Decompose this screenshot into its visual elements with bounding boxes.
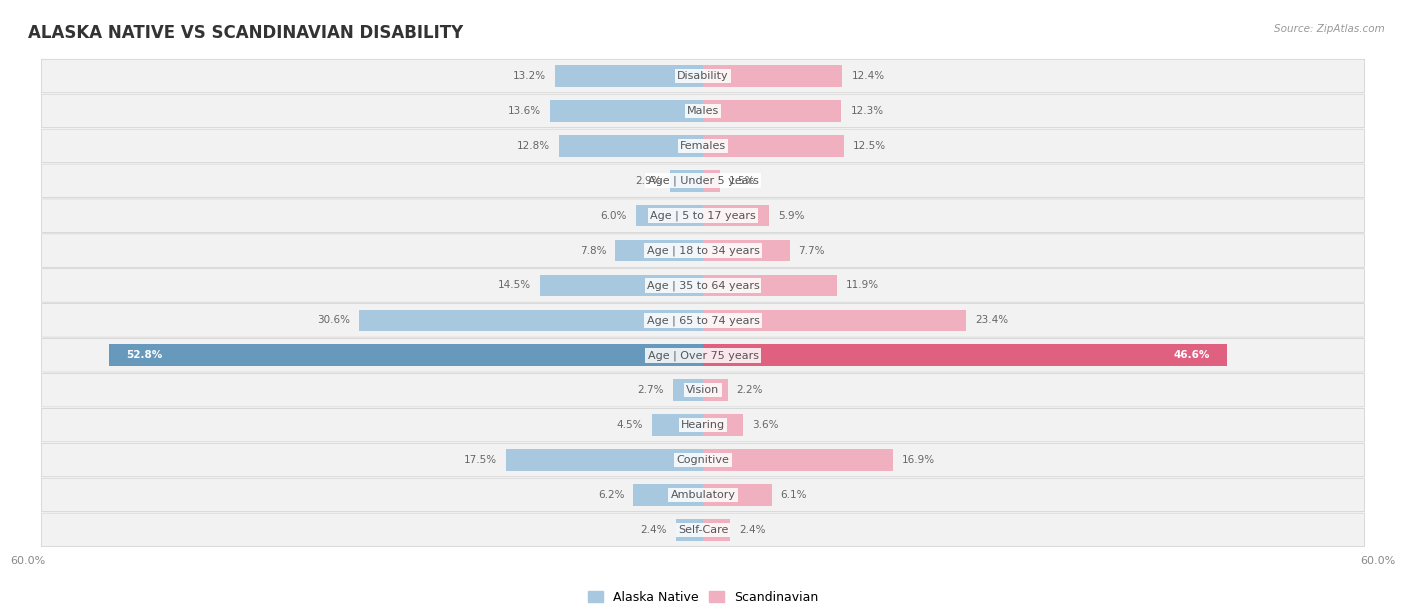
Text: 12.8%: 12.8% [517,141,550,151]
Text: 2.2%: 2.2% [737,385,763,395]
Text: Source: ZipAtlas.com: Source: ZipAtlas.com [1274,24,1385,34]
Bar [540,275,703,296]
Bar [703,310,966,331]
Bar [703,414,744,436]
Text: 3.6%: 3.6% [752,420,779,430]
Legend: Alaska Native, Scandinavian: Alaska Native, Scandinavian [583,586,823,609]
FancyBboxPatch shape [41,513,1365,547]
Bar [506,449,703,471]
Text: Age | 5 to 17 years: Age | 5 to 17 years [650,211,756,221]
Bar [703,275,837,296]
Bar [672,379,703,401]
FancyBboxPatch shape [41,234,1365,267]
FancyBboxPatch shape [41,338,1365,372]
Bar [636,205,703,226]
Bar [633,484,703,506]
Bar [703,484,772,506]
Text: Self-Care: Self-Care [678,525,728,535]
Bar [703,100,841,122]
Bar [703,170,720,192]
Text: 13.6%: 13.6% [508,106,541,116]
FancyBboxPatch shape [41,443,1365,477]
Text: Age | 35 to 64 years: Age | 35 to 64 years [647,280,759,291]
Text: 46.6%: 46.6% [1174,350,1211,360]
Bar [703,449,893,471]
Text: 6.1%: 6.1% [780,490,807,500]
Text: 14.5%: 14.5% [498,280,531,291]
Text: 11.9%: 11.9% [846,280,879,291]
Text: 12.4%: 12.4% [852,71,884,81]
Text: Hearing: Hearing [681,420,725,430]
Text: 12.5%: 12.5% [852,141,886,151]
Text: Vision: Vision [686,385,720,395]
Text: Age | 18 to 34 years: Age | 18 to 34 years [647,245,759,256]
Bar [554,65,703,87]
Text: 5.9%: 5.9% [779,211,804,221]
Text: 2.4%: 2.4% [641,525,666,535]
Text: Males: Males [688,106,718,116]
Text: Cognitive: Cognitive [676,455,730,465]
Text: Disability: Disability [678,71,728,81]
Text: 23.4%: 23.4% [976,315,1008,326]
Text: 2.9%: 2.9% [636,176,661,186]
Text: Females: Females [681,141,725,151]
Text: 13.2%: 13.2% [512,71,546,81]
Bar [703,65,842,87]
Text: 30.6%: 30.6% [316,315,350,326]
Bar [560,135,703,157]
Text: Ambulatory: Ambulatory [671,490,735,500]
Text: 1.5%: 1.5% [728,176,755,186]
FancyBboxPatch shape [41,478,1365,512]
Text: 6.2%: 6.2% [598,490,624,500]
Bar [703,205,769,226]
Bar [550,100,703,122]
Bar [110,345,703,366]
Bar [703,135,844,157]
Text: Age | Under 5 years: Age | Under 5 years [648,176,758,186]
FancyBboxPatch shape [41,164,1365,198]
Bar [703,379,728,401]
FancyBboxPatch shape [41,304,1365,337]
Text: 7.8%: 7.8% [579,245,606,256]
Bar [652,414,703,436]
FancyBboxPatch shape [41,408,1365,442]
Bar [616,240,703,261]
Text: 6.0%: 6.0% [600,211,627,221]
Text: 2.7%: 2.7% [637,385,664,395]
Text: 52.8%: 52.8% [127,350,162,360]
Text: 12.3%: 12.3% [851,106,883,116]
Text: 4.5%: 4.5% [617,420,644,430]
Text: 2.4%: 2.4% [740,525,765,535]
Bar [676,519,703,540]
FancyBboxPatch shape [41,269,1365,302]
Text: Age | 65 to 74 years: Age | 65 to 74 years [647,315,759,326]
Text: 7.7%: 7.7% [799,245,825,256]
FancyBboxPatch shape [41,94,1365,128]
Text: Age | Over 75 years: Age | Over 75 years [648,350,758,360]
FancyBboxPatch shape [41,373,1365,407]
Bar [703,240,790,261]
FancyBboxPatch shape [41,59,1365,93]
Bar [703,345,1227,366]
Text: 17.5%: 17.5% [464,455,498,465]
Bar [671,170,703,192]
FancyBboxPatch shape [41,129,1365,163]
Bar [359,310,703,331]
FancyBboxPatch shape [41,199,1365,233]
Text: ALASKA NATIVE VS SCANDINAVIAN DISABILITY: ALASKA NATIVE VS SCANDINAVIAN DISABILITY [28,24,464,42]
Bar [703,519,730,540]
Text: 16.9%: 16.9% [903,455,935,465]
